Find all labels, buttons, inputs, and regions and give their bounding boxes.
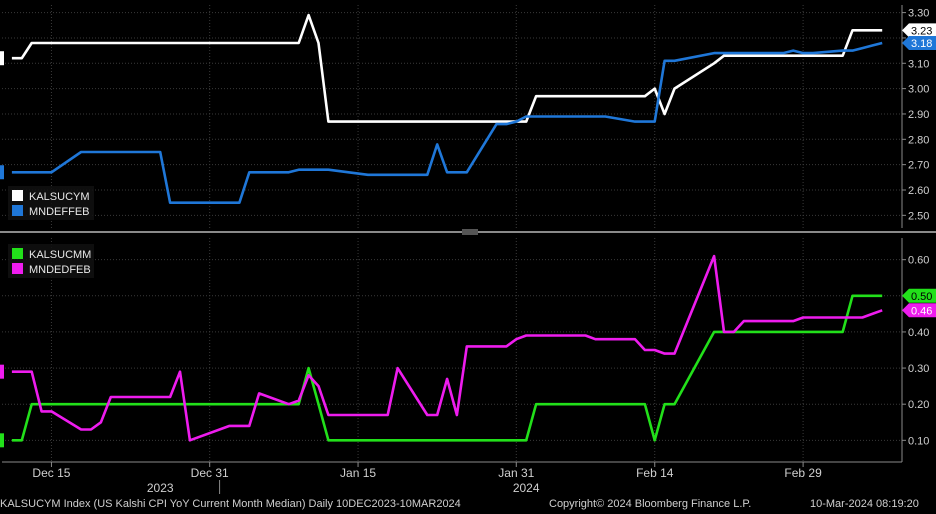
left-edge-marker-mndedfeb bbox=[0, 364, 4, 379]
series-line-mndeffeb bbox=[11, 41, 883, 204]
x-tick-label: Dec 15 bbox=[32, 466, 70, 480]
y-tick-label: 0.10 bbox=[908, 435, 929, 447]
x-tick-label: Jan 31 bbox=[498, 466, 534, 480]
x-tick-label: Dec 31 bbox=[191, 466, 229, 480]
panel-divider-handle bbox=[462, 229, 478, 235]
legend-swatch-kalsucmm bbox=[12, 248, 23, 259]
y-tick-label: 3.10 bbox=[908, 58, 929, 70]
legend-swatch-mndedfeb bbox=[12, 263, 23, 274]
last-value-label-mndedfeb: 0.46 bbox=[911, 305, 932, 317]
last-value-label-kalsucym: 3.23 bbox=[911, 25, 932, 37]
left-edge-marker-mndeffeb bbox=[0, 165, 4, 180]
y-tick-label: 0.30 bbox=[908, 363, 929, 375]
footer-description: KALSUCYM Index (US Kalshi CPI YoY Curren… bbox=[0, 498, 461, 510]
y-tick-label: 2.60 bbox=[908, 185, 929, 197]
series-line-mndedfeb bbox=[11, 254, 883, 442]
series-line-kalsucmm bbox=[11, 294, 883, 442]
last-value-tag-kalsucmm bbox=[902, 288, 936, 303]
x-tick-label: Jan 15 bbox=[340, 466, 376, 480]
legend-swatch-kalsucym bbox=[12, 190, 23, 201]
footer-copyright: Copyright© 2024 Bloomberg Finance L.P. bbox=[549, 498, 752, 510]
y-tick-label: 0.60 bbox=[908, 255, 929, 267]
y-tick-label: 2.70 bbox=[908, 160, 929, 172]
y-tick-label: 2.50 bbox=[908, 210, 929, 222]
last-value-tag-mndedfeb bbox=[902, 303, 936, 318]
x-tick-label: Feb 14 bbox=[636, 466, 674, 480]
legend-label-mndedfeb: MNDEDFEB bbox=[29, 264, 91, 276]
x-year-label: 2023 bbox=[147, 481, 174, 494]
bloomberg-chart: 3.303.203.103.002.902.802.702.602.503.23… bbox=[0, 5, 936, 494]
legend-label-mndeffeb: MNDEFFEB bbox=[29, 206, 90, 218]
last-value-tag-mndeffeb bbox=[902, 36, 936, 51]
x-tick-label: Feb 29 bbox=[784, 466, 822, 480]
last-value-tag-kalsucym bbox=[902, 23, 936, 38]
left-edge-marker-kalsucym bbox=[0, 51, 4, 66]
y-tick-label: 2.90 bbox=[908, 109, 929, 121]
x-year-label: 2024 bbox=[513, 481, 540, 494]
series-line-kalsucym bbox=[11, 13, 883, 123]
footer-timestamp: 10-Mar-2024 08:19:20 bbox=[810, 498, 919, 510]
y-tick-label: 3.30 bbox=[908, 8, 929, 20]
legend-label-kalsucmm: KALSUCMM bbox=[29, 249, 91, 261]
y-tick-label: 3.00 bbox=[908, 84, 929, 96]
y-tick-label: 0.20 bbox=[908, 399, 929, 411]
last-value-label-mndeffeb: 3.18 bbox=[911, 38, 932, 50]
legend-label-kalsucym: KALSUCYM bbox=[29, 191, 90, 203]
legend-swatch-mndeffeb bbox=[12, 205, 23, 216]
last-value-label-kalsucmm: 0.50 bbox=[911, 291, 932, 303]
y-tick-label: 0.40 bbox=[908, 327, 929, 339]
y-tick-label: 2.80 bbox=[908, 134, 929, 146]
chart-footer: KALSUCYM Index (US Kalshi CPI YoY Curren… bbox=[0, 494, 936, 514]
left-edge-marker-kalsucmm bbox=[0, 433, 4, 448]
